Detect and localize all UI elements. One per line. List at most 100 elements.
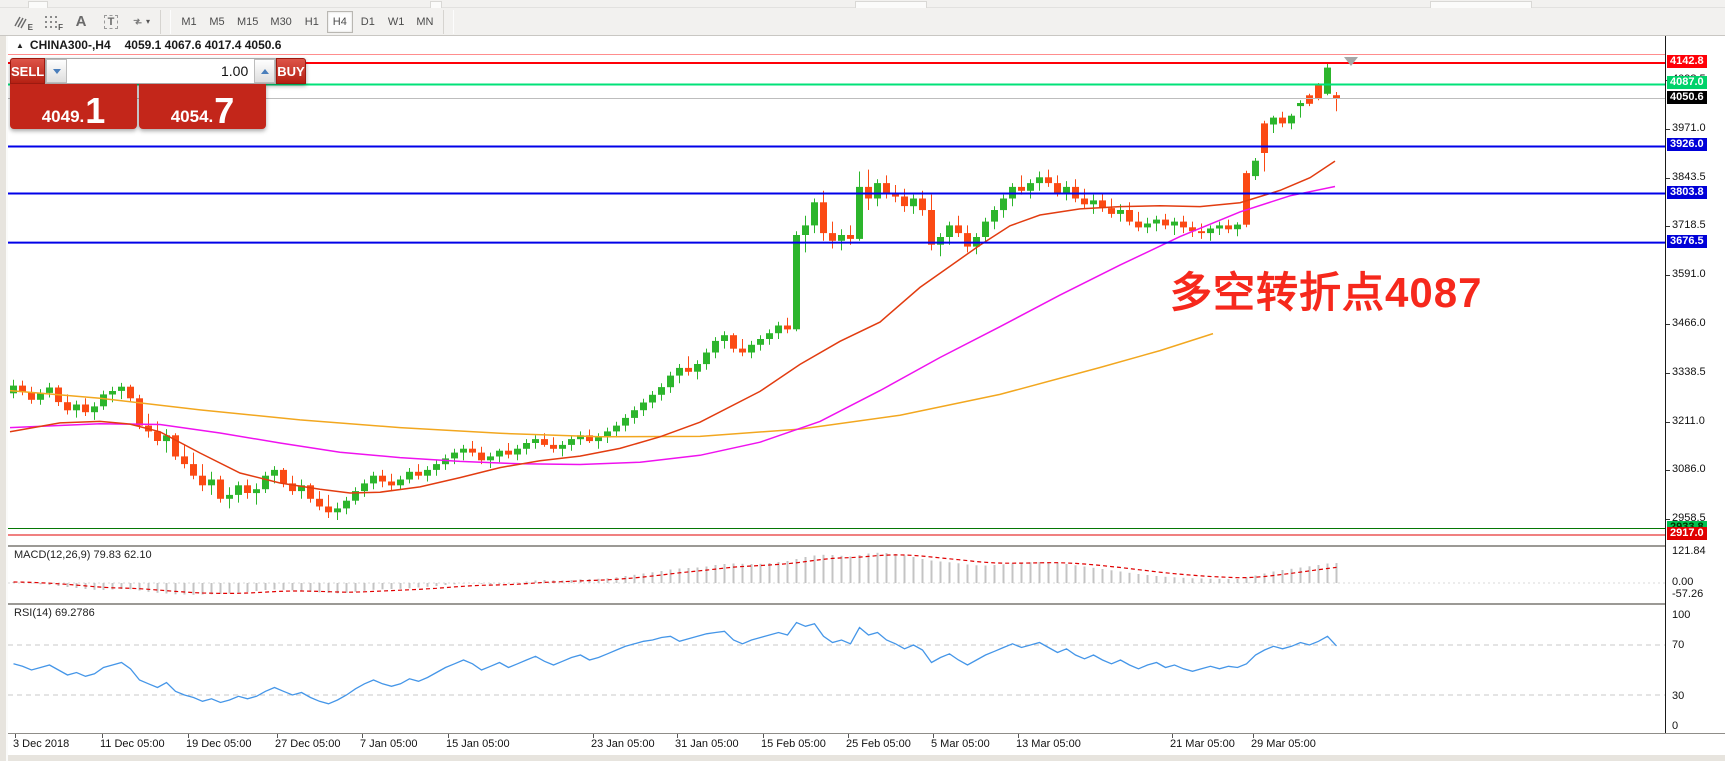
timeframe-d1[interactable]: D1: [355, 11, 381, 33]
candle-body: [748, 344, 755, 353]
candles-e-icon-button[interactable]: E: [6, 10, 36, 34]
candle-body: [523, 443, 530, 449]
grid-f-icon-button[interactable]: F: [36, 10, 66, 34]
timeframe-mn[interactable]: MN: [411, 11, 438, 33]
candle-body: [829, 233, 836, 241]
candle-body: [649, 394, 656, 403]
candle-body: [388, 481, 395, 486]
text-tool-icon: T: [103, 14, 119, 29]
chart-shift-marker-icon[interactable]: [1344, 57, 1358, 66]
price-tick-label: 3211.0: [1672, 415, 1705, 427]
rsi-axis-label: 70: [1672, 639, 1685, 651]
macd-axis-label: 0.00: [1672, 576, 1694, 588]
buy-button[interactable]: BUY: [276, 58, 306, 84]
chart-annotation: 多空转折点4087: [1170, 269, 1483, 316]
title-collapse-icon[interactable]: ▲: [16, 40, 24, 50]
timeframe-w1[interactable]: W1: [383, 11, 410, 33]
volume-input[interactable]: [67, 59, 255, 83]
price-tick-label: 3843.5: [1672, 171, 1706, 183]
candle-body: [19, 385, 26, 393]
time-tick-mark: [188, 734, 189, 738]
rsi-label: RSI(14) 69.2786: [14, 607, 95, 619]
candle-body: [1270, 117, 1277, 125]
candle-body: [640, 402, 647, 411]
candle-body: [1279, 117, 1286, 124]
time-tick-mark: [593, 734, 594, 738]
time-tick-mark: [15, 734, 16, 738]
timeframe-m15[interactable]: M15: [232, 11, 263, 33]
price-tick-mark: [1666, 422, 1670, 423]
candle-body: [514, 448, 521, 455]
candle-body: [343, 500, 350, 509]
candle-body: [1333, 95, 1340, 99]
volume-decrease-button[interactable]: [46, 59, 68, 83]
candle-body: [307, 485, 314, 499]
candle-body: [217, 479, 224, 499]
candle-body: [1090, 200, 1097, 205]
candle-body: [820, 202, 827, 234]
candle-body: [1126, 210, 1133, 222]
candle-body: [1297, 103, 1304, 107]
candle-body: [631, 410, 638, 418]
macd-axis-label: 121.84: [1672, 545, 1706, 557]
candle-body: [451, 452, 458, 459]
time-tick-mark: [933, 734, 934, 738]
candle-body: [568, 439, 575, 445]
candle-body: [1225, 225, 1232, 230]
price-tick-mark: [1666, 275, 1670, 276]
candle-body: [1171, 221, 1178, 226]
rsi-plot: [8, 621, 1665, 705]
candle-body: [1234, 224, 1241, 230]
candle-body: [37, 392, 44, 400]
price-tick-mark: [1666, 373, 1670, 374]
price-tick-label: 3086.0: [1672, 463, 1706, 475]
candle-body: [919, 198, 926, 211]
candle-body: [1207, 228, 1214, 234]
sell-button[interactable]: SELL: [10, 58, 46, 84]
letter-a-icon-button[interactable]: A: [66, 10, 96, 34]
text-tool-icon-button[interactable]: T: [96, 10, 126, 34]
candle-body: [694, 364, 701, 372]
candle-body: [676, 367, 683, 376]
sell-price-display[interactable]: 4049. 1: [10, 84, 137, 129]
price-tick-label: 3338.5: [1672, 366, 1706, 378]
price-tick-label: 3591.0: [1672, 268, 1706, 280]
candle-body: [271, 469, 278, 476]
title-divider: [8, 54, 1725, 55]
timeframe-m30[interactable]: M30: [265, 11, 296, 33]
candle-body: [208, 479, 215, 486]
macd-signal-line: [13, 554, 1337, 595]
candle-body: [955, 225, 962, 234]
candle-body: [361, 483, 368, 492]
letter-a-icon: A: [75, 13, 87, 30]
candle-body: [1288, 115, 1295, 124]
candle-body: [118, 386, 125, 391]
candle-body: [1045, 177, 1052, 184]
candle-body: [406, 471, 413, 480]
candle-body: [1027, 183, 1034, 191]
arrows-dropdown-icon-button[interactable]: ▾: [126, 10, 156, 34]
timeframe-m1[interactable]: M1: [176, 11, 202, 33]
candle-body: [784, 325, 791, 330]
time-axis-label: 3 Dec 2018: [13, 738, 70, 750]
toolbar-row-partial: [0, 0, 1725, 8]
main-chart-pane: 多空转折点4087 SELL BUY 4049. 1 4054. 7: [8, 55, 1665, 545]
timeframe-h4[interactable]: H4: [326, 10, 353, 33]
macd-label: MACD(12,26,9) 79.83 62.10: [14, 549, 152, 561]
candle-body: [559, 444, 566, 449]
main-toolbar: E F A T ▾ M1 M5 M15 M30 H1 H4 D1 W1 MN: [0, 8, 1725, 36]
volume-increase-button[interactable]: [254, 59, 276, 83]
candle-body: [370, 475, 377, 484]
buy-price-display[interactable]: 4054. 7: [139, 84, 266, 129]
candle-body: [1018, 186, 1025, 191]
rsi-pane: RSI(14) 69.2786: [8, 605, 1665, 733]
timeframe-h1[interactable]: H1: [299, 11, 325, 33]
time-axis-label: 19 Dec 05:00: [186, 738, 252, 750]
candle-body: [1117, 210, 1124, 214]
candle-body: [298, 485, 305, 492]
candle-body: [280, 469, 287, 484]
candle-body: [46, 387, 53, 393]
timeframe-m5[interactable]: M5: [204, 11, 230, 33]
candle-body: [469, 448, 476, 453]
